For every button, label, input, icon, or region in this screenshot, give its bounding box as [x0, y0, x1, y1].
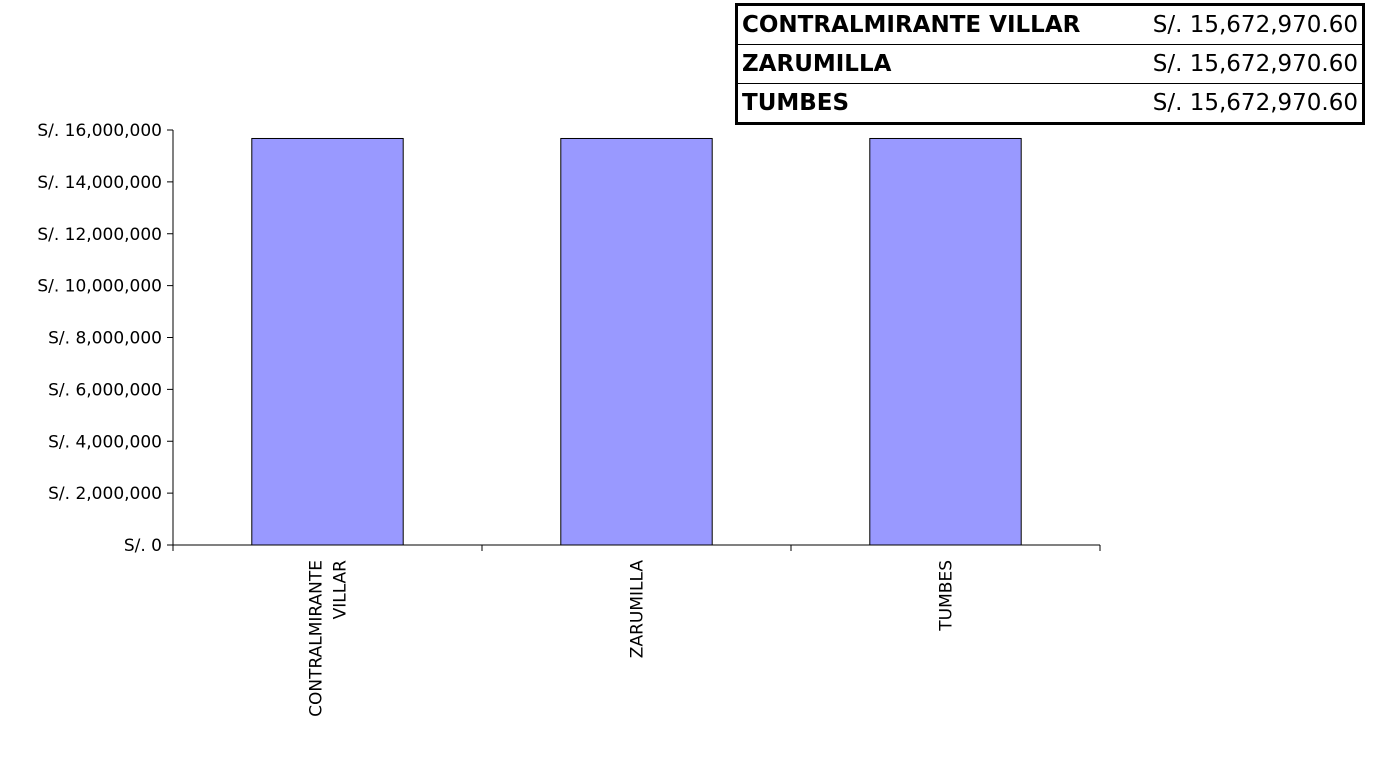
x-category-label: ZARUMILLA [628, 560, 648, 659]
x-axis: CONTRALMIRANTE VILLAR ZARUMILLA TUMBES [172, 544, 1101, 717]
table-row: TUMBES S/. 15,672,970.60 [737, 84, 1364, 124]
x-category-label: TUMBES [937, 560, 957, 632]
bars [251, 137, 1022, 546]
y-axis: S/. 0 S/. 2,000,000 S/. 4,000,000 S/. 6,000… [37, 121, 174, 556]
table-cell-name: CONTRALMIRANTE VILLAR [736, 4, 1125, 45]
y-tick-label: S/. 2,000,000 [48, 484, 162, 504]
y-tick-label: S/. 16,000,000 [37, 121, 162, 141]
y-tick-label: S/. 12,000,000 [37, 225, 162, 245]
y-tick-label: S/. 10,000,000 [37, 277, 162, 297]
y-tick-label: S/. 0 [124, 536, 162, 556]
table-cell-value: S/. 15,672,970.60 [1152, 90, 1358, 116]
table-cell-name: ZARUMILLA [736, 44, 1125, 84]
y-tick-label: S/. 8,000,000 [48, 329, 162, 349]
bar [869, 137, 1022, 546]
y-tick-label: S/. 6,000,000 [48, 380, 162, 400]
bar [560, 137, 713, 546]
x-category-label: CONTRALMIRANTE [307, 560, 327, 717]
bar [251, 137, 404, 546]
table-cell-value: S/. 15,672,970.60 [1124, 44, 1364, 84]
table-row: ZARUMILLA S/. 15,672,970.60 [736, 44, 1364, 84]
y-tick-label: S/. 4,000,000 [48, 432, 162, 452]
y-tick-label: S/. 14,000,000 [37, 173, 162, 193]
table-cell-value: S/. 15,672,970.60 [1124, 4, 1364, 45]
data-table: CONTRALMIRANTE VILLAR S/. 15,672,970.60 … [735, 3, 1365, 125]
x-category-label: VILLAR [331, 560, 351, 620]
table-row: CONTRALMIRANTE VILLAR S/. 15,672,970.60 [736, 4, 1364, 45]
table-cell-name: TUMBES [742, 90, 850, 116]
